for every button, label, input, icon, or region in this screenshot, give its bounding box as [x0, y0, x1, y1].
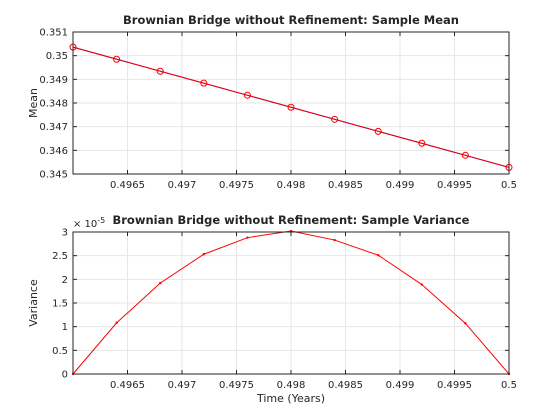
y-tick-label: 2.5: [52, 251, 68, 262]
data-point: [461, 151, 469, 159]
x-tick-label: 0.499: [386, 380, 415, 391]
exponent-base: × 10: [73, 219, 97, 230]
data-point: [202, 253, 205, 256]
data-point: [246, 236, 249, 239]
y-exponent-label: × 10-5: [73, 216, 105, 230]
y-tick-label: 0.35: [46, 51, 68, 62]
data-point: [418, 139, 426, 147]
y-tick-label: 0.347: [39, 122, 68, 133]
y-axis-label: Mean: [27, 88, 40, 118]
y-tick-label: 3: [62, 228, 68, 239]
data-point: [113, 55, 121, 63]
data-point: [464, 322, 467, 325]
x-tick-label: 0.5: [501, 180, 517, 191]
x-axis-label: Time (Years): [256, 392, 325, 405]
y-tick-label: 1: [62, 322, 68, 333]
data-point: [156, 67, 164, 75]
x-tick-label: 0.4975: [219, 380, 254, 391]
data-point: [115, 321, 118, 325]
y-tick-label: 0.345: [39, 170, 68, 181]
y-tick-label: 2: [62, 275, 68, 286]
x-tick-label: 0.4985: [328, 180, 363, 191]
x-tick-label: 0.4965: [110, 380, 145, 391]
x-tick-label: 0.498: [277, 180, 306, 191]
exponent-power: -5: [97, 216, 105, 225]
y-tick-label: 0.5: [52, 346, 68, 357]
data-point: [243, 91, 251, 99]
x-tick-label: 0.498: [277, 380, 306, 391]
y-tick-label: 0.346: [39, 146, 68, 157]
y-tick-label: 0.349: [39, 75, 68, 86]
chart-title: Brownian Bridge without Refinement: Samp…: [123, 13, 459, 27]
x-tick-label: 0.497: [168, 380, 197, 391]
x-tick-label: 0.4995: [437, 380, 472, 391]
y-tick-label: 0.348: [39, 99, 68, 110]
data-point: [331, 115, 339, 123]
chart-title: Brownian Bridge without Refinement: Samp…: [113, 213, 470, 227]
x-tick-label: 0.5: [501, 380, 517, 391]
y-tick-label: 1.5: [52, 299, 68, 310]
y-axis-label: Variance: [27, 279, 40, 327]
data-point: [287, 103, 295, 111]
chart-1: 0.4965 0.497 0.4975 0.498 0.4985 0.499 0.4995 0…: [27, 13, 517, 191]
x-tick-label: 0.4995: [437, 180, 472, 191]
data-point: [420, 283, 423, 286]
data-point: [159, 281, 162, 285]
chart-2: 0.4965 0.497 0.4975 0.498 0.4985 0.499 0.4995 0…: [27, 213, 517, 405]
x-tick-label: 0.4965: [110, 180, 145, 191]
data-point: [374, 127, 382, 135]
x-tick-label: 0.499: [386, 180, 415, 191]
y-tick-label: 0: [62, 370, 68, 381]
y-tick-label: 0.351: [39, 28, 68, 39]
data-point: [200, 79, 208, 87]
x-tick-label: 0.497: [168, 180, 197, 191]
data-point: [377, 253, 380, 257]
x-tick-label: 0.4975: [219, 180, 254, 191]
series-line-2: [72, 46, 510, 168]
x-tick-label: 0.4985: [328, 380, 363, 391]
data-point: [333, 238, 336, 242]
